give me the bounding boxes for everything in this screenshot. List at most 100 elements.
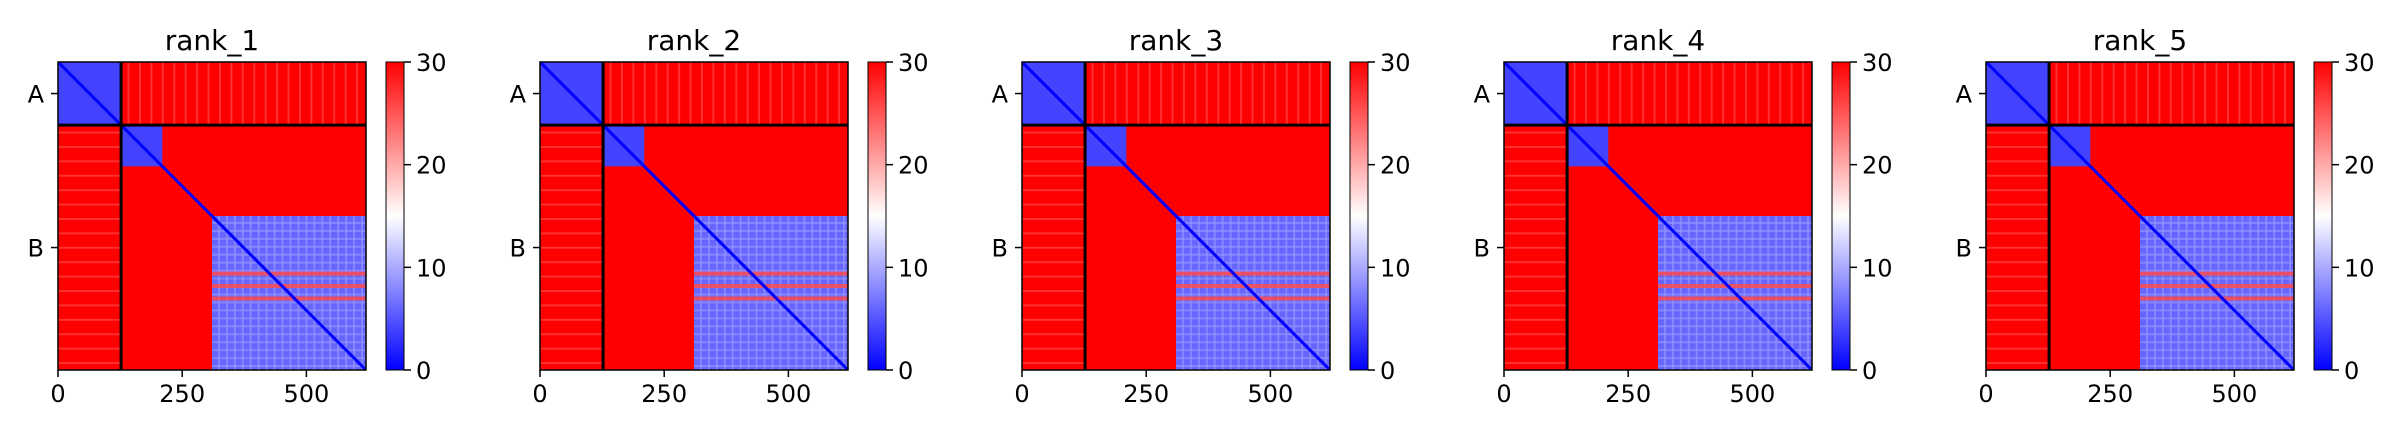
heatmap-texture xyxy=(1986,304,2050,307)
heatmap-texture xyxy=(1228,62,1231,126)
heatmap-texture xyxy=(2265,216,2268,370)
heatmap-texture xyxy=(212,349,366,352)
panel-title: rank_3 xyxy=(1129,24,1223,57)
heatmap-texture xyxy=(361,216,364,370)
heatmap-texture xyxy=(1181,216,1184,370)
heatmap-texture xyxy=(731,216,734,370)
heatmap-texture xyxy=(1504,232,1568,235)
heatmap-texture xyxy=(1986,189,2050,192)
heatmap-texture xyxy=(1102,62,1105,126)
heatmap-texture xyxy=(694,341,848,344)
heatmap-texture xyxy=(1022,275,1086,278)
heatmap-texture xyxy=(1229,216,1232,370)
heatmap-texture xyxy=(1695,216,1698,370)
heatmap-texture xyxy=(1779,62,1782,126)
heatmap-texture xyxy=(2215,62,2218,126)
heatmap-texture xyxy=(212,341,366,344)
heatmap-texture xyxy=(58,275,122,278)
colorbar-tick-label: 0 xyxy=(2344,357,2359,385)
heatmap-texture xyxy=(1022,131,1086,134)
heatmap-texture xyxy=(58,145,122,148)
heatmap-texture xyxy=(1176,349,1330,352)
heatmap-texture xyxy=(2233,216,2236,370)
colorbar-tick-label: 20 xyxy=(416,152,447,180)
heatmap-texture xyxy=(2140,277,2294,280)
heatmap-texture xyxy=(2089,62,2092,126)
heatmap-texture xyxy=(1504,203,1568,206)
heatmap-texture xyxy=(694,237,848,240)
heatmap-texture xyxy=(58,203,122,206)
colorbar-tick-label: 30 xyxy=(2344,49,2375,77)
heatmap-texture xyxy=(666,62,669,126)
heatmap-texture xyxy=(2078,62,2081,126)
heatmap-texture xyxy=(811,216,814,370)
y-tick-label: B xyxy=(992,235,1008,263)
colorbar-tick-label: 10 xyxy=(898,254,929,282)
heatmap-texture xyxy=(540,318,604,321)
heatmap-texture xyxy=(1658,341,1812,344)
heatmap-texture xyxy=(694,349,848,352)
heatmap-texture xyxy=(1756,62,1759,126)
heatmap-cells xyxy=(58,62,366,370)
heatmap-texture xyxy=(1091,62,1094,126)
heatmap-texture xyxy=(1802,62,1805,126)
heatmap-texture xyxy=(1277,216,1280,370)
heatmap-texture xyxy=(1176,277,1330,280)
heatmap-texture xyxy=(1727,216,1730,370)
heatmap-texture xyxy=(1022,174,1086,177)
heatmap-texture xyxy=(2140,245,2294,248)
heatmap-texture xyxy=(173,62,176,126)
heatmap-stripe xyxy=(694,284,848,289)
x-tick-label: 250 xyxy=(1123,380,1169,408)
heatmap-texture xyxy=(1504,275,1568,278)
heatmap-texture xyxy=(1504,189,1568,192)
x-tick-label: 0 xyxy=(1014,380,1029,408)
heatmap-texture xyxy=(2140,333,2294,336)
colorbar xyxy=(1349,61,1369,371)
heatmap-texture xyxy=(1658,245,1812,248)
heatmap-texture xyxy=(2281,216,2284,370)
heatmap-texture xyxy=(2225,216,2228,370)
heatmap-texture xyxy=(253,62,256,126)
heatmap-texture xyxy=(1986,333,2050,336)
y-tick-label: A xyxy=(1474,81,1491,109)
heatmap-texture xyxy=(217,216,220,370)
heatmap-texture xyxy=(747,216,750,370)
heatmap-texture xyxy=(2249,62,2252,126)
heatmap-texture xyxy=(1309,216,1312,370)
heatmap-texture xyxy=(540,203,604,206)
heatmap-texture xyxy=(755,216,758,370)
heatmap-texture xyxy=(2261,62,2264,126)
heatmap-texture xyxy=(212,261,366,264)
heatmap-texture xyxy=(2140,261,2294,264)
heatmap-texture xyxy=(212,229,366,232)
heatmap-texture xyxy=(699,216,702,370)
heatmap-texture xyxy=(2169,216,2172,370)
heatmap-texture xyxy=(257,216,260,370)
heatmap-texture xyxy=(1205,62,1208,126)
heatmap-texture xyxy=(150,62,153,126)
colorbar-tick-label: 20 xyxy=(898,152,929,180)
x-tick-label: 0 xyxy=(1978,380,1993,408)
heatmap-texture xyxy=(1217,62,1220,126)
heatmap-texture xyxy=(694,309,848,312)
heatmap-texture xyxy=(1237,216,1240,370)
heatmap-texture xyxy=(212,309,366,312)
heatmap-texture xyxy=(212,277,366,280)
heatmap-texture xyxy=(305,216,308,370)
heatmap-diagonal xyxy=(1022,62,1330,370)
heatmap-texture xyxy=(746,62,749,126)
panel-title: rank_1 xyxy=(165,24,259,57)
heatmap-texture xyxy=(1148,62,1151,126)
heatmap-texture xyxy=(276,62,279,126)
x-tick-label: 250 xyxy=(1605,380,1651,408)
colorbar-tick-label: 0 xyxy=(1862,357,1877,385)
heatmap-texture xyxy=(1743,216,1746,370)
heatmap-texture xyxy=(1245,216,1248,370)
heatmap-texture xyxy=(1176,245,1330,248)
heatmap-texture xyxy=(2124,62,2127,126)
heatmap-texture xyxy=(1986,217,2050,220)
heatmap-texture xyxy=(1658,325,1812,328)
panel-title: rank_2 xyxy=(647,24,741,57)
heatmap-texture xyxy=(694,325,848,328)
